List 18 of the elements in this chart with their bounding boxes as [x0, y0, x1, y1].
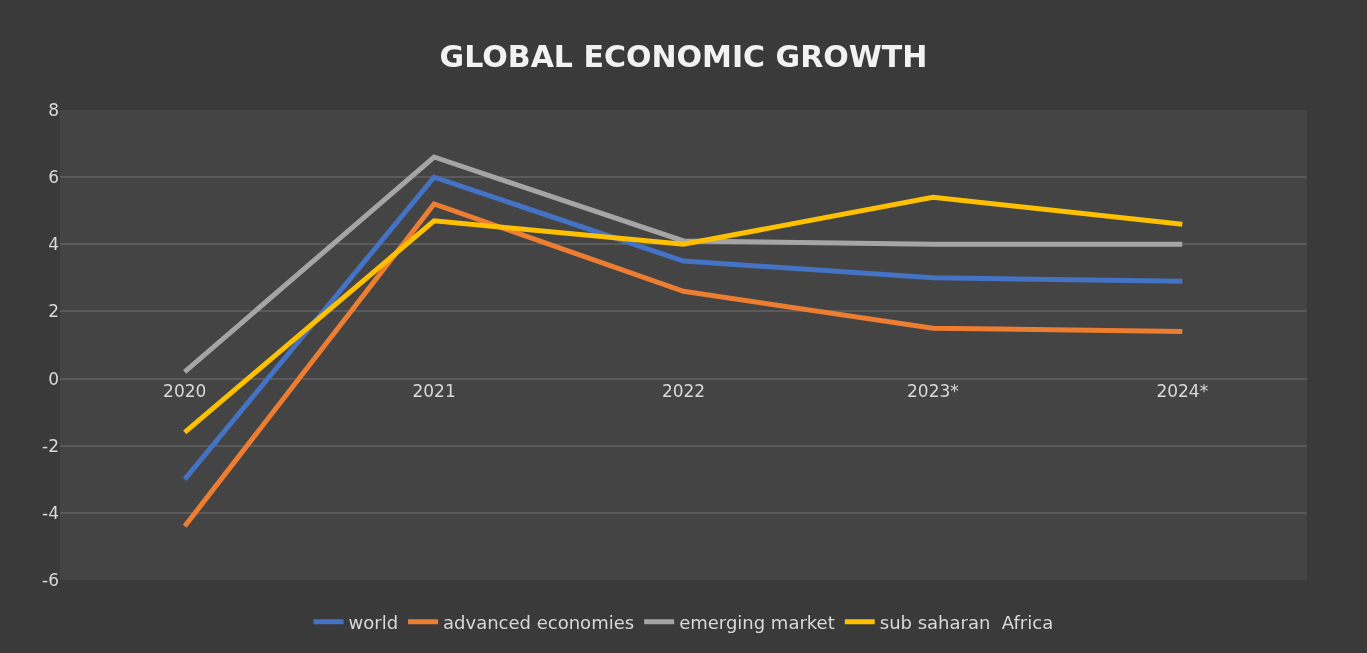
y-tick-label: 0 [48, 368, 59, 389]
x-tick-label: 2022 [661, 380, 706, 401]
y-tick-label: -4 [42, 502, 59, 523]
x-tick-label: 2021 [412, 380, 456, 401]
x-tick-label: 2020 [163, 380, 207, 401]
y-tick-label: 4 [48, 234, 59, 255]
y-tick-label: 2 [48, 301, 59, 322]
legend-label: world [348, 611, 399, 633]
y-tick-label: -6 [42, 569, 59, 590]
legend-label: sub saharan Africa [879, 611, 1054, 633]
legend-label: advanced economies [443, 611, 635, 633]
y-tick-label: 6 [48, 167, 59, 188]
x-tick-label: 2024* [1156, 380, 1209, 401]
y-tick-label: -2 [42, 435, 59, 456]
legend-label: emerging market [679, 611, 835, 633]
chart-title: GLOBAL ECONOMIC GROWTH [439, 38, 928, 74]
y-tick-label: 8 [48, 99, 59, 120]
x-tick-label: 2023* [907, 380, 959, 401]
